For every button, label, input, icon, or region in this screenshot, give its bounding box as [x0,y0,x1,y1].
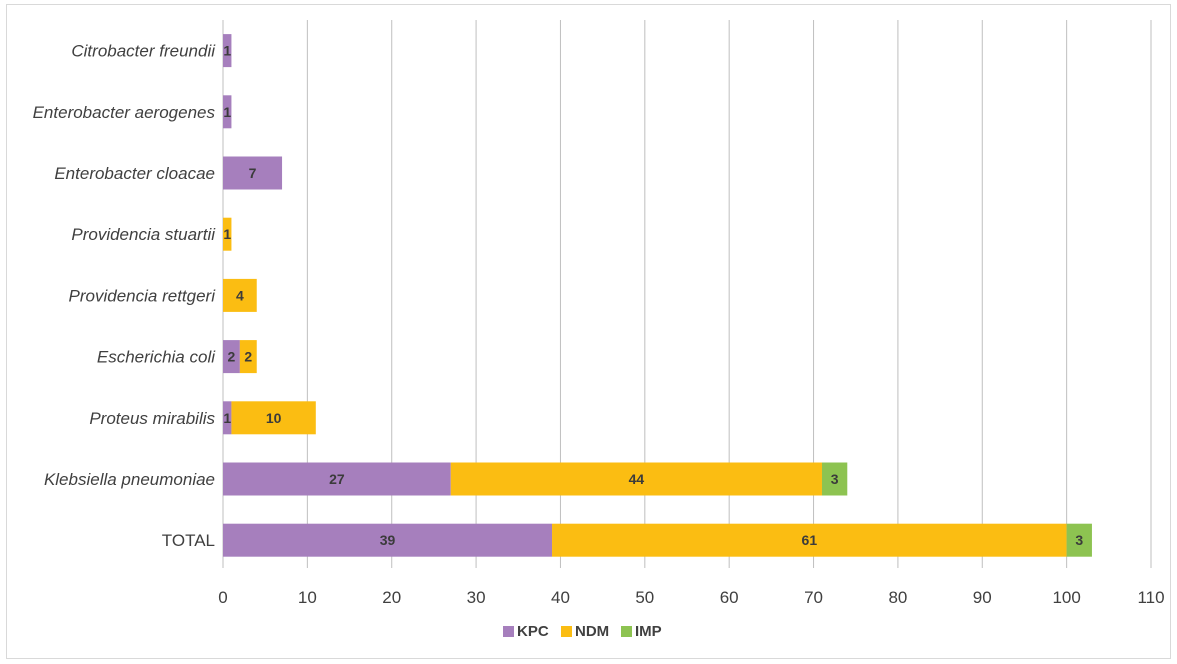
category-label-klebsiella-pneumoniae: Klebsiella pneumoniae [44,470,215,489]
legend-swatch-imp [621,626,632,637]
legend: KPC NDM IMP [503,623,662,640]
legend-swatch-ndm [561,626,572,637]
data-label-imp-total: 3 [1075,532,1083,548]
bar-imp-klebsiella-pneumoniae [821,462,848,496]
data-label-ndm-proteus-mirabilis: 10 [266,410,282,426]
x-tick-label-10: 10 [298,588,317,607]
category-label-enterobacter-cloacae: Enterobacter cloacae [54,164,215,183]
bar-kpc-enterobacter-cloacae [223,156,283,190]
legend-label-kpc: KPC [517,623,549,640]
bar-ndm-proteus-mirabilis [231,401,316,435]
x-tick-label-50: 50 [635,588,654,607]
x-tick-label-20: 20 [382,588,401,607]
bar-kpc-klebsiella-pneumoniae [223,462,451,496]
bar-ndm-providencia-rettgeri [223,278,257,312]
bar-ndm-klebsiella-pneumoniae [450,462,822,496]
bar-ndm-providencia-stuartii [223,217,232,251]
data-label-kpc-enterobacter-cloacae: 7 [249,165,257,181]
legend-label-ndm: NDM [575,623,609,640]
category-label-proteus-mirabilis: Proteus mirabilis [89,409,215,428]
data-label-ndm-total: 61 [802,532,818,548]
bar-imp-total [1066,523,1092,557]
x-tick-label-100: 100 [1052,588,1080,607]
category-label-providencia-rettgeri: Providencia rettgeri [69,286,217,305]
legend-label-imp: IMP [635,623,662,640]
x-tick-label-80: 80 [888,588,907,607]
data-label-ndm-klebsiella-pneumoniae: 44 [629,471,645,487]
bar-ndm-total [552,523,1067,557]
data-label-kpc-klebsiella-pneumoniae: 27 [329,471,345,487]
data-label-ndm-escherichia-coli: 2 [244,349,252,365]
category-label-enterobacter-aerogenes: Enterobacter aerogenes [33,103,216,122]
bar-kpc-total [223,523,553,557]
x-tick-label-110: 110 [1137,588,1164,607]
category-label-total: TOTAL [162,531,215,550]
category-label-escherichia-coli: Escherichia coli [97,348,216,367]
data-label-kpc-total: 39 [380,532,396,548]
bar-kpc-enterobacter-aerogenes [223,95,232,129]
bar-kpc-citrobacter-freundii [223,34,232,68]
x-tick-label-0: 0 [218,588,227,607]
data-label-kpc-citrobacter-freundii: 1 [223,43,231,59]
x-tick-label-90: 90 [973,588,992,607]
bar-ndm-escherichia-coli [239,340,257,374]
x-tick-label-40: 40 [551,588,570,607]
data-label-kpc-proteus-mirabilis: 1 [223,410,231,426]
data-label-ndm-providencia-rettgeri: 4 [236,287,244,303]
category-label-providencia-stuartii: Providencia stuartii [71,225,216,244]
data-label-kpc-escherichia-coli: 2 [228,349,236,365]
data-label-kpc-enterobacter-aerogenes: 1 [223,104,231,120]
x-tick-label-70: 70 [804,588,823,607]
x-tick-label-30: 30 [467,588,486,607]
data-label-imp-klebsiella-pneumoniae: 3 [831,471,839,487]
category-label-citrobacter-freundii: Citrobacter freundii [71,42,216,61]
bar-kpc-proteus-mirabilis [223,401,232,435]
legend-swatch-kpc [503,626,514,637]
bars [223,34,1092,557]
data-labels: 1 1 7 1 4 2 2 1 10 27 44 3 39 61 3 [223,43,1083,549]
bar-kpc-escherichia-coli [223,340,240,374]
x-tick-label-60: 60 [720,588,739,607]
data-label-ndm-providencia-stuartii: 1 [223,226,231,242]
